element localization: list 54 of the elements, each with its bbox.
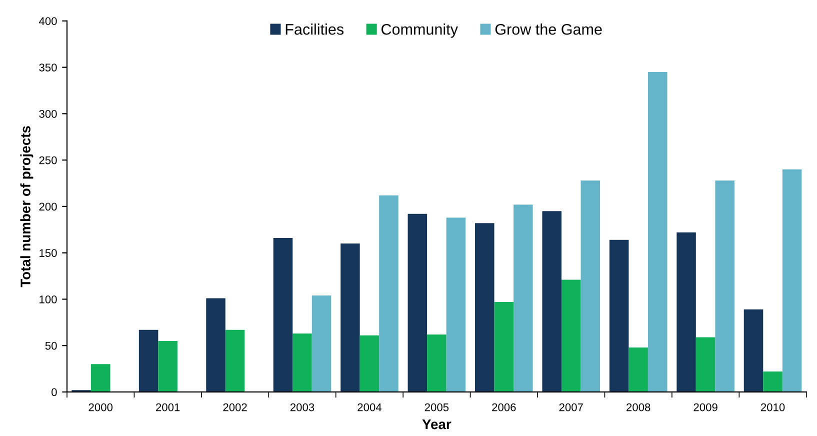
bar [628,347,648,392]
bar [90,364,110,392]
x-tick-label: 2005 [424,403,449,412]
y-tick-label: 100 [40,295,57,304]
x-tick-label: 2008 [626,403,650,412]
bar [676,232,696,392]
y-tick-label: 300 [39,110,57,118]
x-tick-label: 2006 [492,403,516,412]
legend-label: Community [382,24,458,38]
bar [580,180,600,392]
x-tick-label: 2003 [290,403,314,412]
bar [782,169,802,392]
legend-label: Facilities [286,24,344,35]
y-tick-label: 400 [38,17,57,26]
bar [292,334,312,392]
bar [340,244,360,392]
x-tick-label: 2001 [156,403,180,412]
x-tick-label: 2009 [694,403,718,412]
bar [273,238,293,392]
bar [312,295,332,392]
bar [225,330,245,392]
bar [408,214,428,392]
y-tick-label: 250 [39,156,57,164]
y-tick-label: 0 [52,388,57,396]
bar [138,330,158,392]
y-tick-label: 200 [39,202,57,211]
bar [446,218,466,392]
bar [360,335,380,392]
legend-label: Grow the Game [495,24,602,35]
bar [514,204,533,392]
x-tick-label: 2000 [88,403,113,412]
x-tick-label: 2010 [760,403,785,412]
bar [763,372,782,392]
y-tick-label: 350 [39,64,57,72]
bar [427,334,446,392]
bar [206,298,226,392]
x-tick-label: 2007 [559,403,583,412]
y-axis-title: Total number of projects [20,126,34,288]
x-tick-label: 2002 [223,403,247,412]
y-tick-label: 150 [40,249,57,257]
bar [542,211,562,392]
bar [561,280,581,392]
bar [744,309,764,392]
bar [494,302,514,392]
x-axis-title: Year [422,420,452,430]
bar [696,337,716,392]
bar [715,180,734,392]
bar [609,240,629,392]
x-tick-label: 2004 [358,403,382,412]
bar [379,195,398,392]
bar [475,223,494,392]
bar [158,340,178,392]
y-tick-label: 50 [45,342,57,350]
bar [648,72,668,392]
